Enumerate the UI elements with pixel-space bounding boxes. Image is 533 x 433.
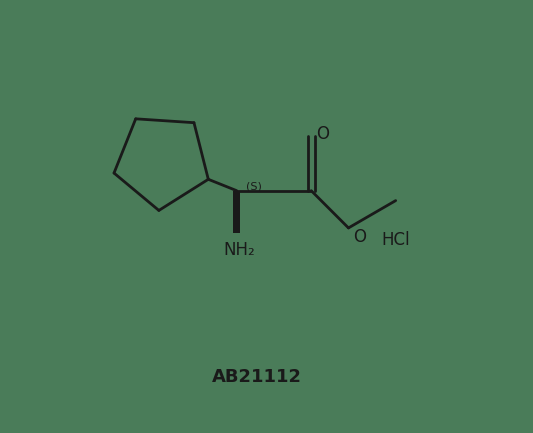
Text: NH₂: NH₂ bbox=[223, 241, 255, 259]
Polygon shape bbox=[233, 191, 240, 233]
Text: (S): (S) bbox=[246, 182, 262, 192]
Text: O: O bbox=[316, 125, 329, 142]
Text: O: O bbox=[353, 228, 366, 246]
Text: AB21112: AB21112 bbox=[212, 368, 302, 386]
Text: HCl: HCl bbox=[381, 231, 410, 249]
